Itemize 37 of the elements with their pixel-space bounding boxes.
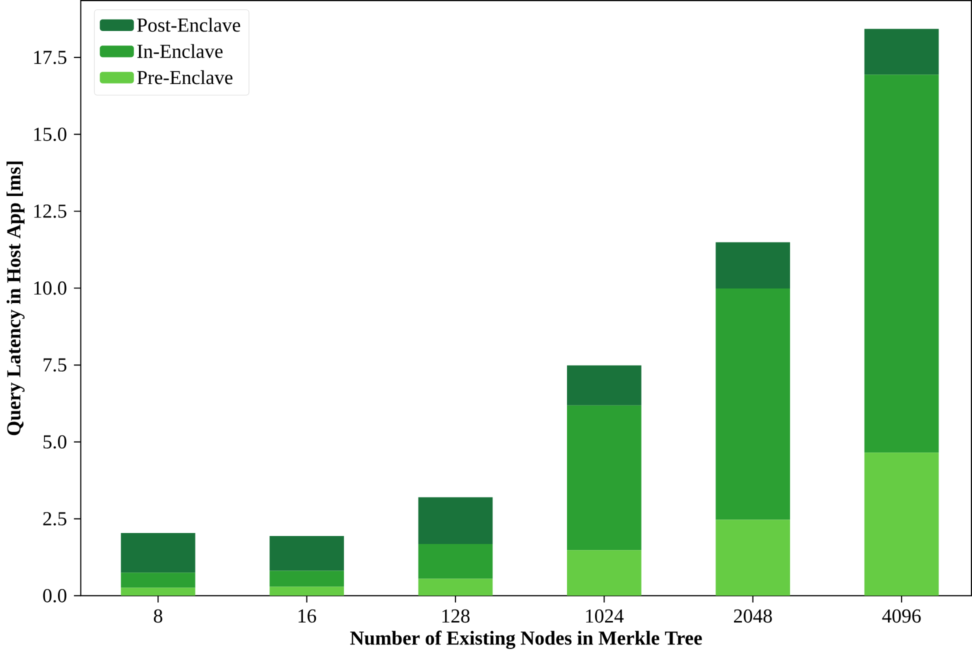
bar [120,588,196,596]
legend-label: Post-Enclave [137,18,240,32]
x-tick-label: 4096 [882,610,921,623]
bar [120,533,196,573]
bar [716,288,790,520]
bar [270,536,344,572]
y-tick-label: 12.5 [34,204,66,218]
bar [566,550,642,596]
bar [418,498,493,544]
bar [120,572,196,588]
legend-label: In-Enclave [137,44,223,58]
bar [716,520,790,596]
bar [418,579,493,596]
bar [418,544,493,580]
bar [270,571,344,588]
y-tick-label: 0.0 [43,589,66,603]
bar [270,587,344,596]
bar [864,74,939,453]
bar [864,29,939,75]
x-tick-label: 128 [442,610,470,623]
bar [716,242,790,289]
y-tick-label: 7.5 [44,358,66,372]
y-tick-label: 10.0 [34,282,66,296]
bar [864,452,939,596]
x-tick-label: 1024 [586,610,624,623]
x-axis-title: Number of Existing Nodes in Merkle Tree [350,630,702,650]
y-tick-label: 5.0 [44,435,66,449]
x-tick-label: 2048 [734,610,772,623]
bar [566,366,642,406]
y-tick-label: 2.5 [43,512,66,526]
legend-label: Pre-Enclave [137,70,232,84]
x-tick-label: 16 [298,610,316,623]
x-tick-label: 8 [154,610,162,623]
y-axis-title: Query Latency in Host App [ms] [6,162,25,436]
bar [566,406,642,550]
y-tick-label: 15.0 [34,128,66,142]
y-tick-label: 17.5 [34,51,66,64]
